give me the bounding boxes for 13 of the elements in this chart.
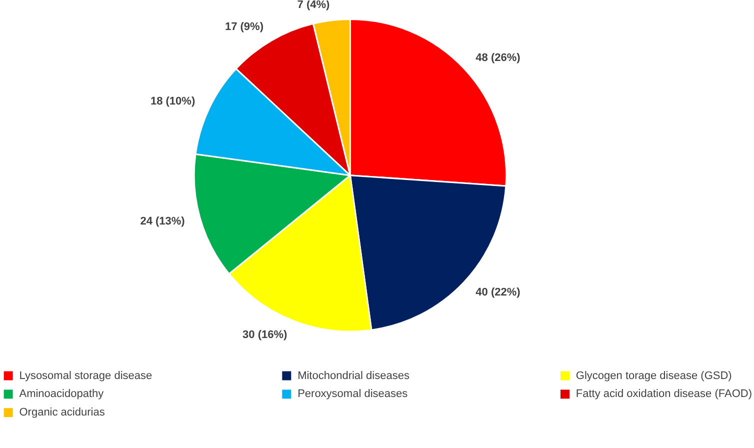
legend-label: Organic acidurias <box>19 406 106 419</box>
data-label: 18 (10%) <box>150 96 196 108</box>
legend-label: Aminoacidopathy <box>19 388 104 400</box>
legend-label: Lysosomal storage disease <box>19 370 152 382</box>
data-label: 30 (16%) <box>242 329 288 342</box>
legend-label: Peroxysomal diseases <box>298 388 408 400</box>
data-label: 24 (13%) <box>140 216 186 228</box>
data-label: 48 (26%) <box>476 52 521 64</box>
data-label: 17 (9%) <box>224 21 264 34</box>
legend-label: Mitochondrial diseases <box>298 370 410 382</box>
data-label: 40 (22%) <box>476 286 521 299</box>
legend-label: Fatty acid oxidation disease (FAOD) <box>576 388 752 400</box>
legend-label: Glycogen torage disease (GSD) <box>576 370 732 382</box>
